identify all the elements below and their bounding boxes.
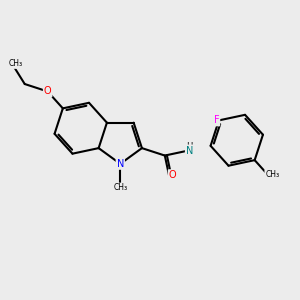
Text: CH₃: CH₃ [8,59,22,68]
Text: O: O [44,86,51,97]
Text: O: O [169,170,176,180]
Text: N: N [117,159,124,169]
Text: H: H [186,142,193,151]
Text: CH₃: CH₃ [113,183,127,192]
Text: CH₃: CH₃ [265,170,279,179]
Text: F: F [214,116,219,125]
Text: N: N [186,146,193,155]
